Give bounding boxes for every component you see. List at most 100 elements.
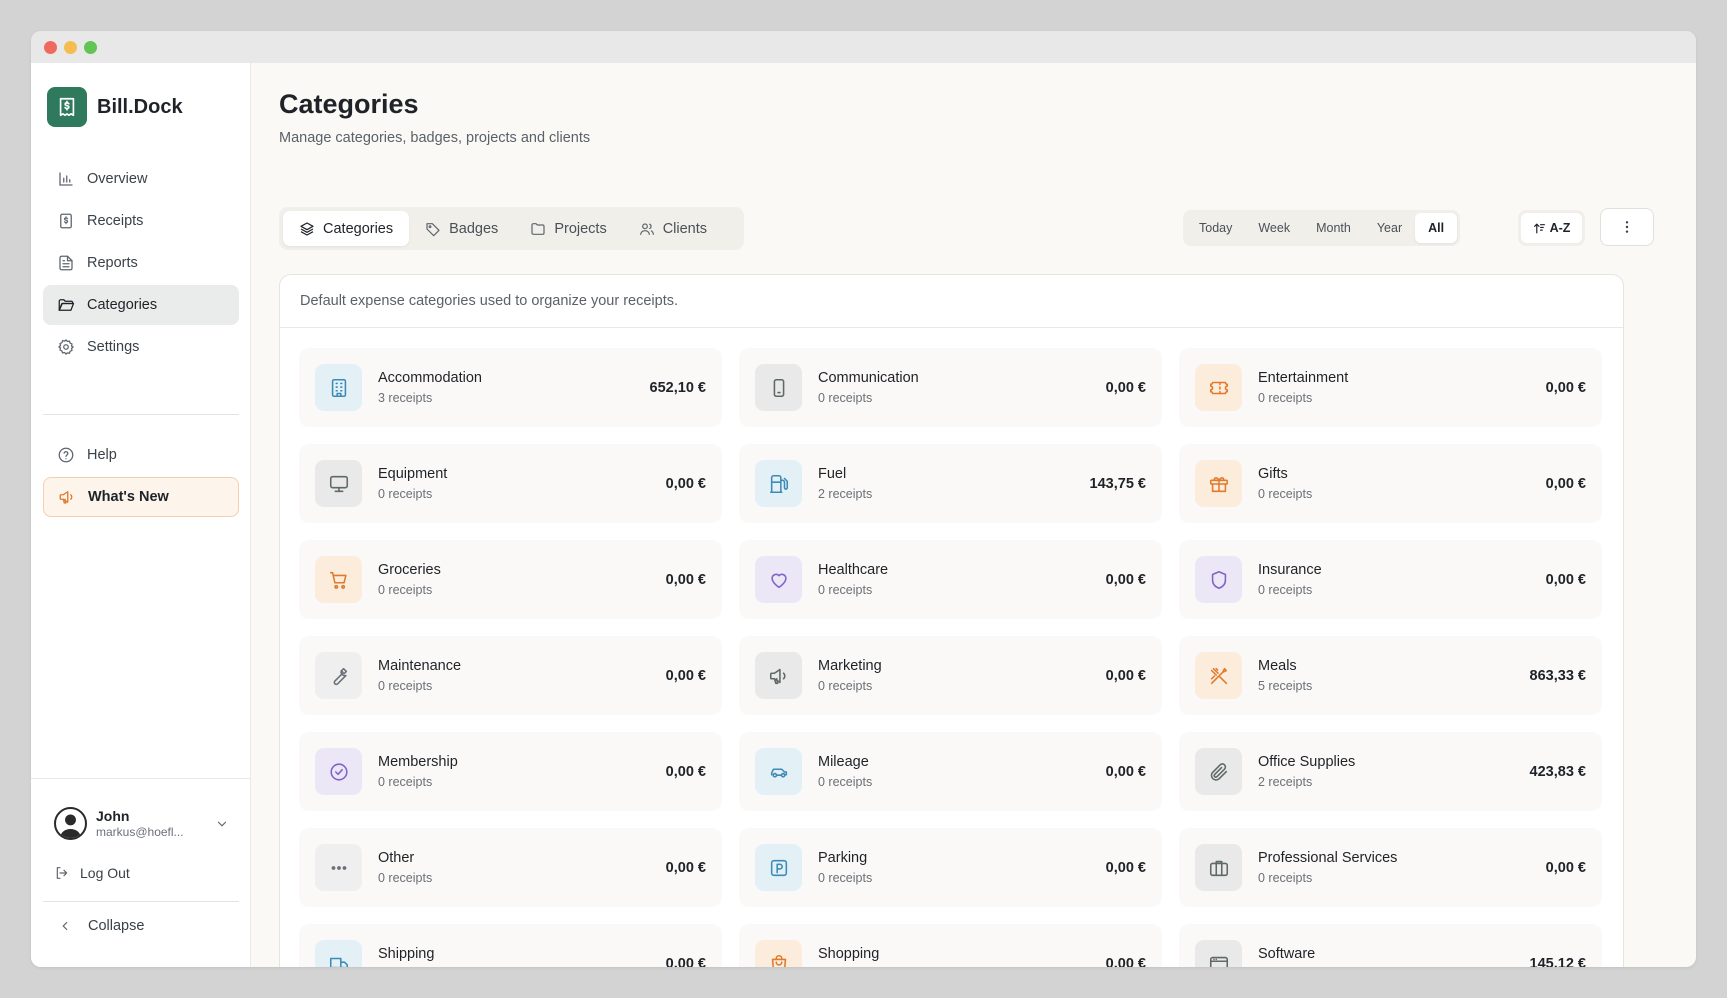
- wrench-icon: [315, 652, 362, 699]
- gift-icon: [1195, 460, 1242, 507]
- category-card[interactable]: Insurance 0 receipts 0,00 €: [1179, 540, 1602, 619]
- category-card[interactable]: Entertainment 0 receipts 0,00 €: [1179, 348, 1602, 427]
- folder-icon: [531, 222, 545, 235]
- more-options-button[interactable]: [1600, 208, 1654, 246]
- category-name: Other: [378, 850, 415, 866]
- tab-bar: Categories Badges Projects Clients: [279, 207, 744, 250]
- category-name: Insurance: [1258, 562, 1322, 578]
- close-window-button[interactable]: [44, 41, 57, 54]
- collapse-label: Collapse: [88, 918, 145, 934]
- categories-panel: Default expense categories used to organ…: [279, 274, 1624, 967]
- range-week[interactable]: Week: [1258, 221, 1291, 235]
- receipt-count: 0 receipts: [378, 871, 433, 885]
- tab-label: Categories: [323, 220, 394, 237]
- sidebar-item-label: Overview: [87, 171, 148, 187]
- tab-categories[interactable]: Categories: [283, 211, 410, 246]
- receipt-count: 2 receipts: [818, 487, 873, 501]
- gear-icon: [58, 339, 74, 355]
- sidebar-item-label: Help: [87, 447, 117, 463]
- sidebar-item-settings[interactable]: Settings: [43, 327, 239, 367]
- briefcase-icon: [1195, 844, 1242, 891]
- whats-new-button[interactable]: What's New: [43, 477, 239, 517]
- sidebar-divider: [43, 414, 239, 415]
- sidebar-item-categories[interactable]: Categories: [43, 285, 239, 325]
- category-card[interactable]: Mileage 0 receipts 0,00 €: [739, 732, 1162, 811]
- category-card[interactable]: Healthcare 0 receipts 0,00 €: [739, 540, 1162, 619]
- category-amount: 0,00 €: [665, 763, 706, 780]
- category-name: Gifts: [1258, 466, 1288, 482]
- category-card[interactable]: Software3 receipts145,12 €: [1179, 924, 1602, 967]
- maximize-window-button[interactable]: [84, 41, 97, 54]
- category-card[interactable]: Fuel 2 receipts 143,75 €: [739, 444, 1162, 523]
- range-year[interactable]: Year: [1376, 221, 1403, 235]
- sidebar-item-receipts[interactable]: Receipts: [43, 201, 239, 241]
- category-card[interactable]: Marketing 0 receipts 0,00 €: [739, 636, 1162, 715]
- sort-button[interactable]: A-Z: [1521, 213, 1582, 243]
- page-subtitle: Manage categories, badges, projects and …: [279, 130, 591, 146]
- collapse-button[interactable]: Collapse: [58, 918, 144, 934]
- category-amount: 0,00 €: [1545, 379, 1586, 396]
- tab-clients[interactable]: Clients: [623, 211, 723, 246]
- category-amount: 0,00 €: [1105, 859, 1146, 876]
- category-card[interactable]: Groceries 0 receipts 0,00 €: [299, 540, 722, 619]
- sidebar-item-label: Reports: [87, 255, 138, 271]
- avatar: [54, 807, 87, 840]
- category-card[interactable]: Parking 0 receipts 0,00 €: [739, 828, 1162, 907]
- category-amount: 143,75 €: [1089, 475, 1146, 492]
- folder-open-icon: [58, 299, 75, 311]
- sidebar-nav: Overview Receipts Reports Categories Set…: [43, 159, 239, 369]
- chevron-down-icon: [217, 821, 227, 827]
- user-menu[interactable]: John markus@hoefl...: [54, 807, 229, 840]
- whats-new-label: What's New: [88, 489, 169, 505]
- category-card[interactable]: Meals 5 receipts 863,33 €: [1179, 636, 1602, 715]
- category-amount: 0,00 €: [665, 571, 706, 588]
- category-card[interactable]: Membership 0 receipts 0,00 €: [299, 732, 722, 811]
- range-month[interactable]: Month: [1316, 221, 1351, 235]
- badge-check-icon: [315, 748, 362, 795]
- category-amount: 0,00 €: [1105, 763, 1146, 780]
- megaphone-icon: [59, 491, 73, 504]
- receipt-count: 2 receipts: [1258, 775, 1313, 789]
- megaphone-icon: [755, 652, 802, 699]
- time-range-selector: Today Week Month Year All: [1183, 210, 1461, 246]
- category-amount: 652,10 €: [649, 379, 706, 396]
- minimize-window-button[interactable]: [64, 41, 77, 54]
- sidebar-item-help[interactable]: Help: [43, 435, 239, 475]
- category-name: Healthcare: [818, 562, 889, 578]
- receipt-count: 0 receipts: [818, 679, 873, 693]
- sidebar-item-label: Receipts: [87, 213, 144, 229]
- category-card[interactable]: Other 0 receipts 0,00 €: [299, 828, 722, 907]
- receipt-count: 0 receipts: [378, 487, 433, 501]
- category-card[interactable]: Accommodation 3 receipts 652,10 €: [299, 348, 722, 427]
- brand[interactable]: Bill.Dock: [47, 87, 183, 127]
- category-amount: 0,00 €: [665, 475, 706, 492]
- category-card[interactable]: Professional Services 0 receipts 0,00 €: [1179, 828, 1602, 907]
- category-amount: 0,00 €: [1545, 475, 1586, 492]
- category-card[interactable]: Communication 0 receipts 0,00 €: [739, 348, 1162, 427]
- category-amount: 0,00 €: [665, 859, 706, 876]
- more-vertical-icon: [1625, 221, 1629, 233]
- category-card[interactable]: Equipment 0 receipts 0,00 €: [299, 444, 722, 523]
- category-card[interactable]: Maintenance 0 receipts 0,00 €: [299, 636, 722, 715]
- sidebar-divider: [43, 901, 239, 902]
- tab-projects[interactable]: Projects: [514, 211, 622, 246]
- category-card[interactable]: Gifts 0 receipts 0,00 €: [1179, 444, 1602, 523]
- logout-button[interactable]: Log Out: [54, 865, 130, 881]
- sidebar-item-reports[interactable]: Reports: [43, 243, 239, 283]
- category-amount: 0,00 €: [1105, 571, 1146, 588]
- category-card[interactable]: Office Supplies 2 receipts 423,83 €: [1179, 732, 1602, 811]
- range-all[interactable]: All: [1415, 213, 1458, 243]
- help-circle-icon: [58, 447, 74, 463]
- sidebar-item-overview[interactable]: Overview: [43, 159, 239, 199]
- tab-badges[interactable]: Badges: [409, 211, 514, 246]
- parking-icon: [755, 844, 802, 891]
- sidebar-secondary-nav: Help What's New: [43, 435, 239, 519]
- range-today[interactable]: Today: [1199, 221, 1233, 235]
- car-icon: [755, 748, 802, 795]
- category-name: Groceries: [378, 562, 441, 578]
- chevron-left-icon: [62, 921, 68, 931]
- sidebar-item-label: Categories: [87, 297, 158, 313]
- tab-label: Clients: [662, 220, 708, 237]
